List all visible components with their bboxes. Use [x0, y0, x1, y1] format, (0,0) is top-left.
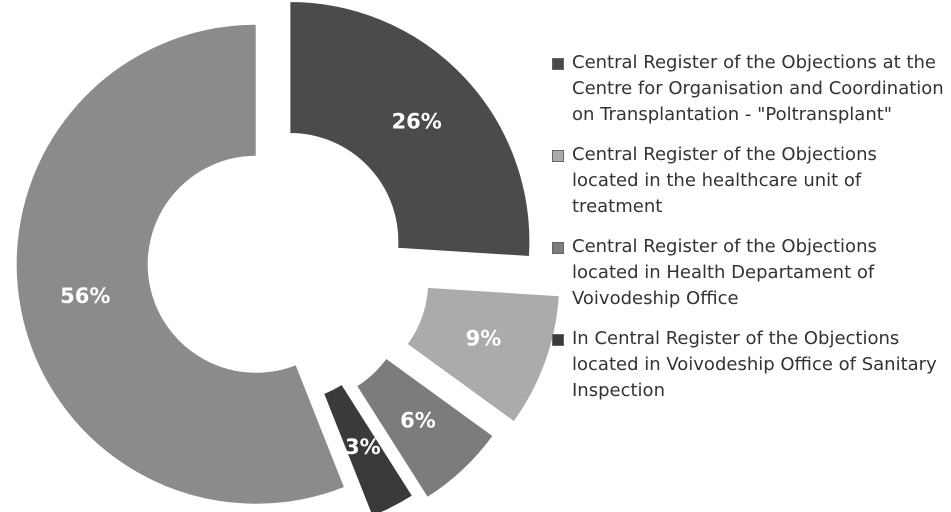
slice-label: 9% [466, 327, 502, 351]
donut-slice [15, 23, 346, 505]
slice-label: 56% [60, 284, 110, 308]
legend-entry: Central Register of the Objections at th… [552, 50, 947, 128]
donut-slice [355, 357, 494, 499]
legend-swatch [552, 150, 564, 162]
slice-label: 3% [345, 435, 381, 459]
slice-label: 6% [400, 409, 436, 433]
legend-entry: In Central Register of the Objections lo… [552, 326, 947, 404]
legend-label: Central Register of the Objections locat… [572, 144, 877, 217]
legend-label: In Central Register of the Objections lo… [572, 328, 937, 401]
legend-entry: Central Register of the Objections locat… [552, 142, 947, 220]
legend-label: Central Register of the Objections at th… [572, 52, 944, 125]
donut-slice [289, 0, 531, 258]
legend: Central Register of the Objections at th… [552, 50, 947, 418]
legend-swatch [552, 242, 564, 254]
legend-entry: Central Register of the Objections locat… [552, 234, 947, 312]
slice-label: 26% [392, 109, 442, 133]
donut-slice [322, 383, 414, 512]
legend-swatch [552, 58, 564, 70]
legend-label: Central Register of the Objections locat… [572, 236, 877, 309]
legend-swatch [552, 334, 564, 346]
